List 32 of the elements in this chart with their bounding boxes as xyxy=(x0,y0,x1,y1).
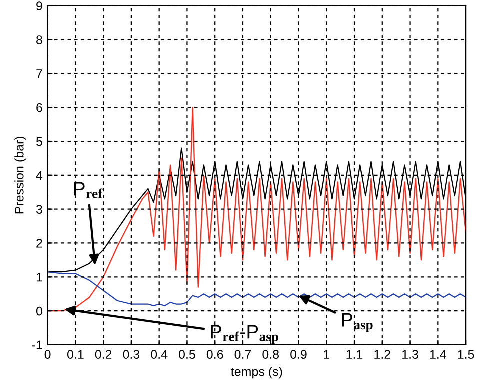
x-tick-label: 1.4 xyxy=(430,350,446,359)
x-tick-label: 0.2 xyxy=(95,350,112,360)
x-tick-label: 1.1 xyxy=(346,350,363,359)
x-tick-label: 0 xyxy=(44,350,51,360)
y-tick-label: 5 xyxy=(36,137,42,146)
y-tick-label: 9 xyxy=(36,2,42,11)
x-tick-label: 1 xyxy=(324,350,330,359)
y-tick-label: 3 xyxy=(36,205,42,214)
y-tick-label: 2 xyxy=(36,239,42,248)
x-tick-label: 0.5 xyxy=(179,350,196,360)
x-tick-label: 0.6 xyxy=(206,350,224,360)
y-tick-label: 1 xyxy=(36,273,42,282)
x-axis-title: temps (s) xyxy=(231,367,282,379)
x-tick-label: 0.9 xyxy=(290,350,307,360)
x-tick-label: 0.8 xyxy=(262,350,280,360)
x-tick-label: 0.7 xyxy=(234,350,252,360)
y-tick-label: 6 xyxy=(36,103,42,112)
y-tick-label: 4 xyxy=(36,171,43,180)
y-tick-label: 0 xyxy=(36,306,42,316)
x-tick-label: 0.3 xyxy=(123,350,140,360)
x-tick-label: 1.5 xyxy=(458,350,474,360)
x-tick-label: 0.4 xyxy=(151,350,168,360)
annotation: P$_{ref}$-P$_{asp}$ xyxy=(211,325,278,344)
x-tick-label: 1.3 xyxy=(402,350,418,360)
x-tick-label: 0.1 xyxy=(67,350,84,360)
y-tick-label: 8 xyxy=(36,36,42,44)
y-tick-label: -1 xyxy=(32,340,42,350)
x-tick-label: 1.2 xyxy=(374,350,390,359)
annotation: P$_{asp}$ xyxy=(342,313,373,332)
y-tick-label: 7 xyxy=(36,70,42,78)
y-axis-title: Pression (bar) xyxy=(14,136,26,214)
line-series xyxy=(48,272,466,307)
